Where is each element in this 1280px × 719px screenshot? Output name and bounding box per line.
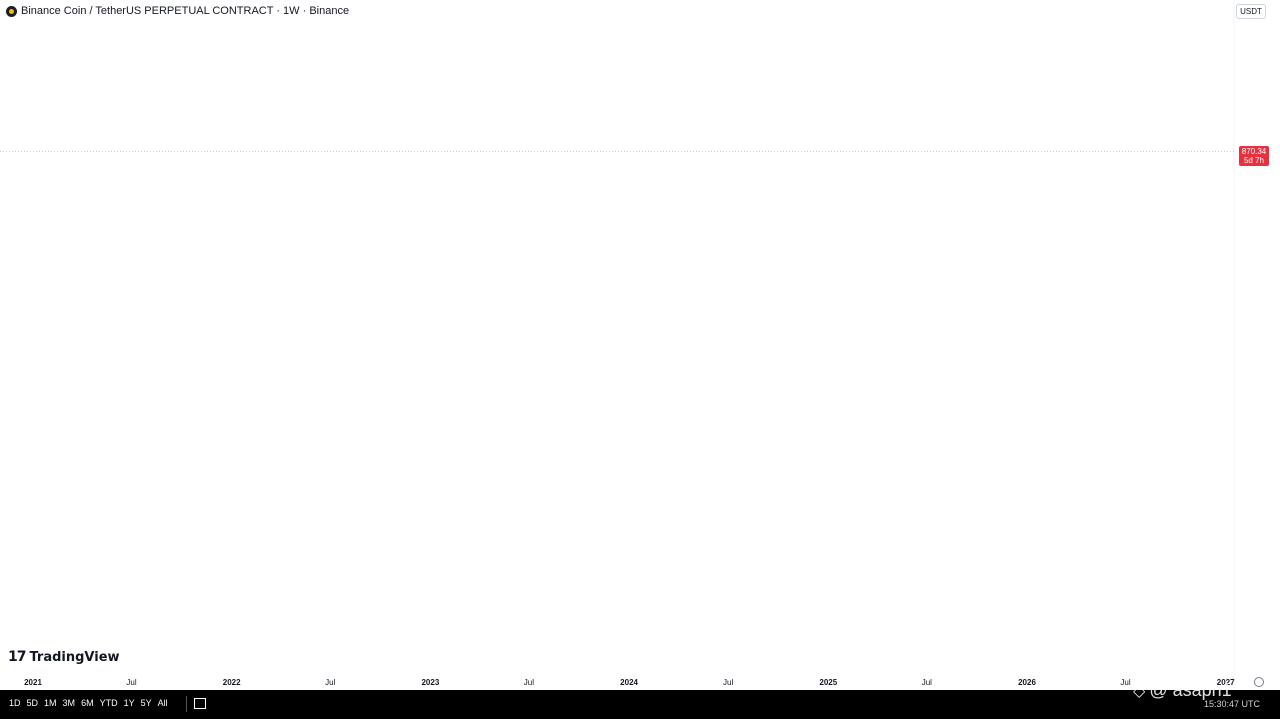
current-price-tag: 870.34 5d 7h [1239, 146, 1269, 166]
diamond-icon: ◇ [1133, 682, 1146, 700]
tradingview-logo-icon: 17 [8, 649, 27, 665]
range-1m-button[interactable]: 1M [44, 698, 57, 708]
range-6m-button[interactable]: 6M [81, 698, 94, 708]
range-5d-button[interactable]: 5D [26, 698, 39, 708]
time-axis: 2021 Jul 2022 Jul 2023 Jul 2024 Jul 2025 Jul 2026 J… [24, 678, 1235, 687]
time-axis-label: 2025 [819, 678, 837, 687]
utc-clock: 15:30:47 UTC [1203, 699, 1260, 709]
range-all-button[interactable]: All [157, 698, 168, 708]
time-axis-label: 2022 [223, 678, 241, 687]
range-1y-button[interactable]: 1Y [123, 698, 135, 708]
calendar-range-icon[interactable] [194, 698, 206, 709]
current-price-value: 870.34 [1241, 147, 1267, 156]
time-axis-label: Jul [723, 678, 733, 687]
range-1d-button[interactable]: 1D [9, 698, 21, 708]
chart-title-bar: Binance Coin / TetherUS PERPETUAL CONTRA… [6, 4, 349, 18]
range-5y-button[interactable]: 5Y [140, 698, 152, 708]
time-axis-label: Jul [1120, 678, 1130, 687]
watermark: ◇ @ asaph1 [1133, 680, 1232, 701]
bottom-toolbar: 1D 5D 1M 3M 6M YTD 1Y 5Y All 15:30:47 UT… [0, 690, 1280, 719]
time-axis-label: 2024 [620, 678, 638, 687]
range-selector: 1D 5D 1M 3M 6M YTD 1Y 5Y All [6, 698, 171, 708]
chart-title: Binance Coin / TetherUS PERPETUAL CONTRA… [21, 5, 350, 17]
time-axis-label: Jul [126, 678, 136, 687]
currency-label: USDT [1240, 7, 1262, 16]
watermark-text: @ asaph1 [1149, 680, 1232, 700]
time-axis-label: 2023 [421, 678, 439, 687]
time-axis-label: 2026 [1018, 678, 1036, 687]
time-axis-label: Jul [922, 678, 932, 687]
price-chart[interactable]: 1,450.001,300.001,180.001,060.00940.0079… [0, 0, 1280, 690]
tradingview-logo[interactable]: 17 TradingView [8, 649, 120, 665]
toolbar-divider [186, 696, 187, 712]
time-axis-label: 2027 [1217, 678, 1235, 687]
bar-countdown: 5d 7h [1243, 156, 1265, 165]
time-axis-label: Jul [325, 678, 335, 687]
time-axis-label: Jul [524, 678, 534, 687]
tradingview-logo-text: TradingView [29, 649, 120, 665]
range-3m-button[interactable]: 3M [62, 698, 76, 708]
range-ytd-button[interactable]: YTD [99, 698, 118, 708]
time-axis-label: 2021 [24, 678, 42, 687]
currency-button[interactable]: USDT [1236, 4, 1266, 19]
settings-gear-icon[interactable] [1254, 677, 1264, 687]
bnb-coin-icon [6, 5, 17, 17]
